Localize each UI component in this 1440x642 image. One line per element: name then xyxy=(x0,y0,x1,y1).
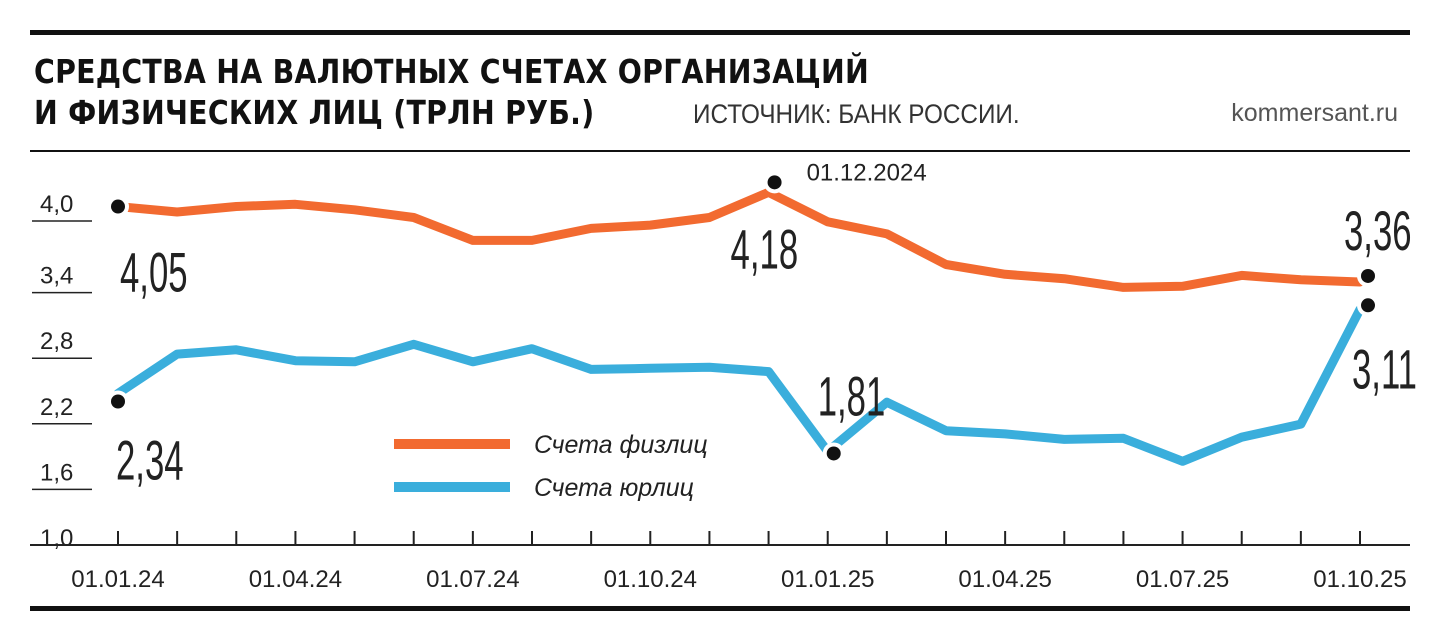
x-tick-label: 01.01.25 xyxy=(781,566,874,593)
legend: Счета физлиц Счета юрлиц xyxy=(394,431,708,502)
x-tick-label: 01.07.25 xyxy=(1136,566,1229,593)
chart-title-line1: СРЕДСТВА НА ВАЛЮТНЫХ СЧЕТАХ ОРГАНИЗАЦИЙ xyxy=(34,52,870,91)
bottom-rule xyxy=(30,606,1410,611)
legend-label: Счета юрлиц xyxy=(534,474,694,502)
x-tick-label: 01.01.24 xyxy=(71,566,164,593)
data-point-marker xyxy=(1361,298,1375,313)
y-tick-label: 1,0 xyxy=(40,525,73,552)
value-label: 4,18 xyxy=(731,218,799,281)
source-note: ИСТОЧНИК: БАНК РОССИИ. xyxy=(693,99,1020,129)
value-label: 1,81 xyxy=(818,365,886,428)
series-lines xyxy=(113,187,1365,466)
top-rule xyxy=(30,30,1410,35)
header-divider xyxy=(30,150,1410,152)
series-line-companies xyxy=(113,304,1365,466)
x-tick-label: 01.10.24 xyxy=(604,566,697,593)
value-label: 3,36 xyxy=(1344,199,1412,262)
data-point-marker xyxy=(111,199,125,214)
legend-label: Счета физлиц xyxy=(534,431,708,459)
data-point-marker xyxy=(826,446,841,461)
x-tick-label: 01.10.25 xyxy=(1313,566,1406,593)
value-label: 2,34 xyxy=(116,429,184,492)
data-point-marker xyxy=(111,394,125,409)
chart-title-line2: И ФИЗИЧЕСКИХ ЛИЦ (ТРЛН РУБ.) xyxy=(34,93,595,132)
axes-group: 4,0 3,4 2,8 2,2 1,6 1,0 01.01.24 01.04.24 01.07.… xyxy=(30,191,1410,593)
peak-date-label: 01.12.2024 xyxy=(807,159,927,186)
y-tick-label: 3,4 xyxy=(40,263,73,290)
y-tick-label: 4,0 xyxy=(40,191,73,218)
x-tick-label: 01.04.24 xyxy=(249,566,342,593)
y-tick-label: 1,6 xyxy=(40,459,73,486)
y-tick-label: 2,2 xyxy=(40,394,73,421)
x-tick-label: 01.07.24 xyxy=(426,566,519,593)
value-label: 4,05 xyxy=(120,241,188,304)
x-tick-label: 01.04.25 xyxy=(958,566,1051,593)
annotation-marks: 4,05 4,18 01.12.2024 3,36 2,34 1,81 3,11 xyxy=(107,159,1417,492)
y-tick-label: 2,8 xyxy=(40,328,73,355)
series-line-individuals xyxy=(113,187,1365,292)
data-point-marker xyxy=(1361,268,1375,283)
value-label: 3,11 xyxy=(1352,338,1417,401)
site-credit: kommersant.ru xyxy=(1231,99,1398,127)
data-point-marker xyxy=(767,175,782,190)
